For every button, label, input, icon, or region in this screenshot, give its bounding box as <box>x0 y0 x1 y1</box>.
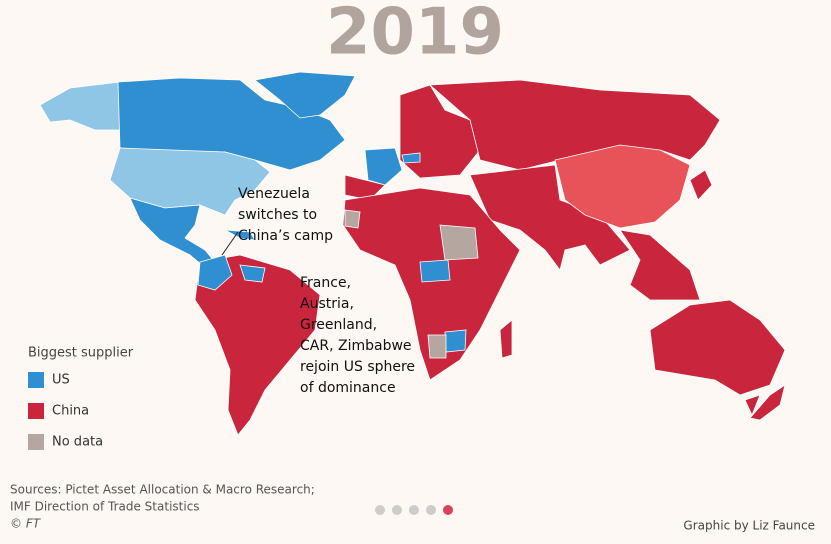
country-shape <box>749 384 786 421</box>
page-dot[interactable] <box>392 505 402 515</box>
annotation-line: Venezuela <box>238 186 310 202</box>
annotation: France, Austria, Greenland, CAR, Zimbabwe re… <box>300 275 415 396</box>
country-shape <box>469 164 631 271</box>
source-line: © FT <box>10 517 42 531</box>
country-shape <box>344 209 361 229</box>
country-shape <box>109 147 271 216</box>
legend-swatch <box>28 434 44 450</box>
source-line: IMF Direction of Trade Statistics <box>10 500 200 514</box>
annotation-line: Austria, <box>300 296 354 312</box>
page-dot[interactable] <box>409 505 419 515</box>
country-shape <box>554 144 691 229</box>
legend-title: Biggest supplier <box>28 346 134 361</box>
world-map <box>39 71 786 436</box>
country-shape <box>744 394 761 417</box>
country-shape <box>401 152 421 164</box>
annotation-line: Greenland, <box>300 317 377 333</box>
country-shape <box>194 254 321 436</box>
annotation-arrow <box>221 231 239 256</box>
annotation-line: rejoin US sphere <box>300 359 415 375</box>
country-shape <box>649 299 786 396</box>
legend-swatch <box>28 372 44 388</box>
country-shape <box>224 229 256 241</box>
country-shape <box>619 229 701 301</box>
annotation-line: France, <box>300 275 351 291</box>
legend-label: China <box>52 404 89 419</box>
country-shape <box>428 79 721 171</box>
sources: Sources: Pictet Asset Allocation & Macro… <box>10 483 315 531</box>
page-dot[interactable] <box>426 505 436 515</box>
annotation-line: of dominance <box>300 380 396 396</box>
country-shape <box>239 264 266 283</box>
legend-label: No data <box>52 435 103 450</box>
legend-swatch <box>28 403 44 419</box>
page-dot[interactable] <box>375 505 385 515</box>
credit: Graphic by Liz Faunce <box>683 519 815 533</box>
country-shape <box>499 319 513 359</box>
country-shape <box>419 259 451 283</box>
country-shape <box>254 71 356 119</box>
legend: US China No data <box>28 372 103 450</box>
legend-label: US <box>52 373 70 388</box>
annotation-line: China’s camp <box>238 228 333 244</box>
country-shape <box>444 329 467 353</box>
country-shape <box>39 81 123 131</box>
country-shape <box>689 169 713 201</box>
source-line: Sources: Pictet Asset Allocation & Macro… <box>10 483 315 497</box>
annotation-line: switches to <box>238 207 317 223</box>
country-shape <box>197 254 233 291</box>
pagination <box>375 505 453 515</box>
annotation-line: CAR, Zimbabwe <box>300 338 412 354</box>
page-dot[interactable] <box>443 505 453 515</box>
annotation: Venezuela switches to China’s camp <box>238 186 333 244</box>
country-shape <box>364 147 403 186</box>
country-shape <box>439 224 479 261</box>
title: 2019 <box>326 0 504 70</box>
country-shape <box>427 334 447 359</box>
